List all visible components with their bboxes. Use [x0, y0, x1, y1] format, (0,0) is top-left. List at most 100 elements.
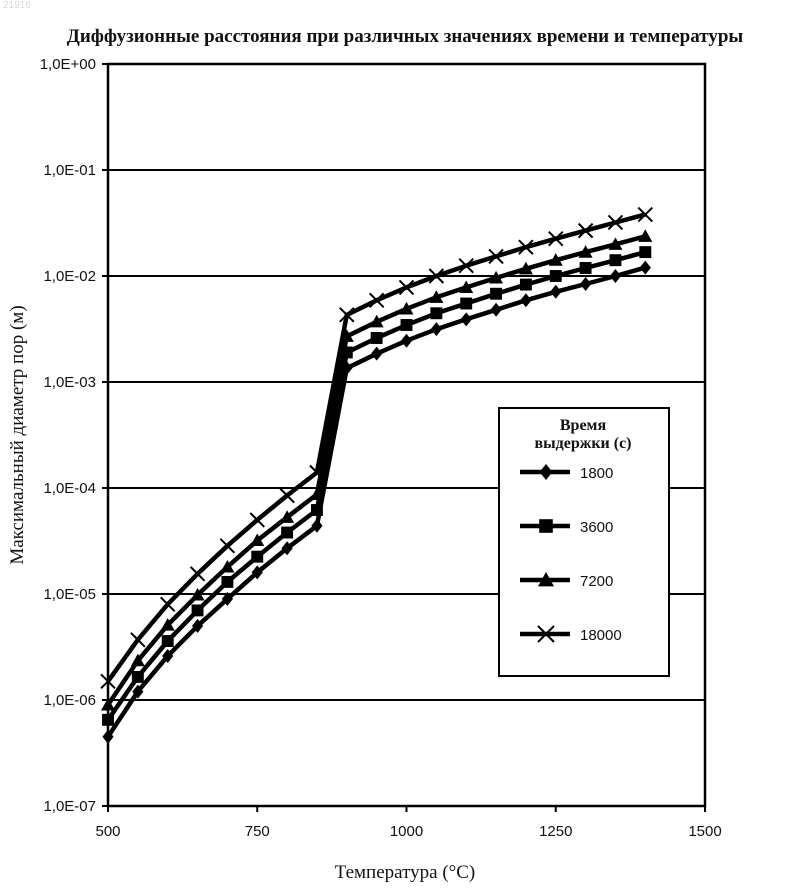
- x-tick-label: 1250: [539, 823, 572, 840]
- marker-triangle: [548, 253, 563, 266]
- marker-triangle: [101, 697, 115, 711]
- marker-diamond: [132, 684, 144, 699]
- x-tick-label: 750: [245, 823, 270, 840]
- y-tick-label: 1,0E-07: [43, 798, 96, 815]
- y-tick-label: 1,0E-01: [43, 162, 96, 179]
- marker-triangle: [250, 533, 265, 547]
- marker-square: [400, 319, 413, 331]
- y-axis-title: Максимальный диаметр пор (м): [7, 305, 28, 564]
- marker-diamond: [251, 565, 263, 580]
- y-tick-label: 1,0E-02: [43, 268, 96, 285]
- marker-triangle: [309, 487, 324, 501]
- marker-x-stroke: [398, 279, 415, 296]
- marker-diamond: [281, 541, 293, 556]
- marker-x: [548, 230, 564, 247]
- marker-x-stroke: [309, 464, 325, 481]
- marker-diamond: [400, 333, 413, 348]
- marker-diamond: [580, 277, 592, 292]
- marker-diamond: [550, 284, 562, 299]
- chart-title: Диффузионные расстояния при различных зн…: [67, 26, 744, 47]
- marker-diamond: [520, 293, 532, 308]
- marker-diamond: [430, 322, 442, 337]
- marker-square: [539, 519, 553, 533]
- marker-x: [428, 268, 445, 284]
- marker-x-stroke: [428, 268, 445, 284]
- marker-x: [279, 487, 295, 504]
- marker-diamond: [311, 518, 323, 533]
- marker-triangle: [280, 510, 295, 523]
- marker-x-stroke: [537, 625, 555, 643]
- marker-diamond: [460, 312, 472, 327]
- marker-square: [579, 262, 592, 274]
- marker-x: [577, 222, 594, 239]
- legend-label: 1800: [580, 465, 613, 482]
- marker-square: [191, 604, 204, 617]
- marker-x-stroke: [368, 292, 385, 308]
- marker-square: [639, 246, 652, 259]
- marker-triangle: [220, 559, 235, 573]
- marker-square: [131, 670, 144, 683]
- marker-x-stroke: [607, 214, 624, 231]
- y-tick-label: 1,0E-04: [43, 480, 96, 497]
- marker-triangle: [608, 237, 623, 250]
- marker-triangle: [429, 290, 444, 303]
- marker-diamond: [221, 591, 233, 606]
- marker-diamond: [102, 729, 114, 744]
- marker-square: [609, 254, 622, 267]
- marker-square: [102, 713, 114, 726]
- marker-square: [490, 287, 502, 300]
- marker-square: [549, 270, 562, 282]
- marker-square: [311, 504, 323, 516]
- marker-x: [219, 538, 236, 554]
- marker-x: [339, 307, 355, 323]
- marker-x: [249, 512, 265, 528]
- y-tick-label: 1,0E-06: [43, 692, 96, 709]
- marker-x: [100, 673, 116, 690]
- marker-square: [221, 575, 234, 588]
- marker-x-stroke: [219, 538, 236, 554]
- marker-diamond: [162, 649, 174, 664]
- marker-diamond: [539, 464, 553, 480]
- marker-x: [398, 279, 415, 296]
- marker-square: [340, 346, 353, 359]
- watermark: 21916: [3, 0, 31, 11]
- legend-label: 18000: [580, 627, 622, 644]
- marker-diamond: [191, 618, 204, 633]
- marker-square: [370, 332, 383, 344]
- marker-x: [309, 464, 325, 481]
- legend-box: [498, 407, 670, 677]
- marker-diamond: [371, 346, 383, 361]
- marker-x: [130, 632, 146, 648]
- marker-x: [637, 206, 654, 223]
- marker-triangle: [578, 245, 593, 258]
- marker-diamond: [490, 302, 502, 317]
- marker-square: [161, 635, 174, 647]
- marker-x-stroke: [279, 487, 295, 504]
- legend-label: 3600: [580, 519, 613, 536]
- marker-x: [159, 596, 176, 612]
- marker-x: [189, 566, 206, 582]
- marker-x: [537, 625, 555, 643]
- marker-x-stroke: [488, 248, 504, 265]
- y-tick-label: 1,0E-05: [43, 586, 96, 603]
- marker-square: [519, 278, 532, 291]
- y-tick-label: 1,0E-03: [43, 374, 96, 391]
- marker-x-stroke: [189, 566, 206, 582]
- y-tick-label: 1,0E+00: [40, 56, 96, 73]
- marker-triangle: [518, 261, 533, 275]
- marker-square: [430, 307, 443, 320]
- marker-x: [368, 292, 385, 308]
- marker-triangle: [399, 301, 414, 315]
- marker-x: [607, 214, 624, 231]
- x-tick-label: 1500: [688, 823, 721, 840]
- marker-x-stroke: [130, 632, 146, 648]
- marker-triangle: [538, 572, 554, 587]
- marker-x: [458, 258, 474, 274]
- marker-triangle: [190, 587, 205, 601]
- marker-diamond: [609, 269, 622, 283]
- legend-title: Время: [560, 417, 607, 434]
- marker-triangle: [459, 280, 474, 294]
- marker-triangle: [489, 270, 504, 284]
- x-tick-label: 500: [95, 823, 120, 840]
- marker-x-stroke: [100, 673, 116, 690]
